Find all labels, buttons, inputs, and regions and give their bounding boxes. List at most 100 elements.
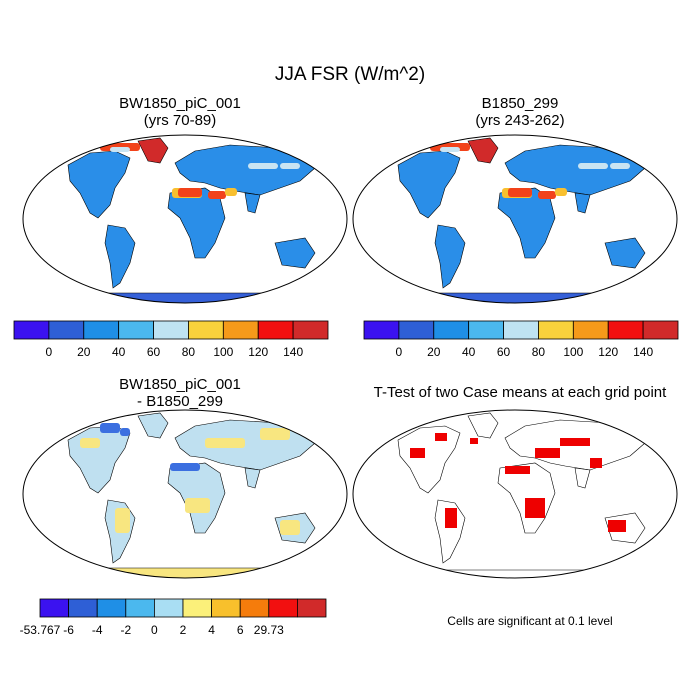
india-coast [574, 467, 591, 489]
land-layer [23, 412, 347, 578]
colorbar-segment [257, 320, 294, 340]
colorbar-label: 40 [462, 345, 476, 359]
colorbar-segment [153, 320, 189, 340]
colorbar-segment [153, 598, 184, 618]
hot-spot [555, 188, 567, 196]
colorbar-label: 100 [563, 345, 583, 359]
colorbar-label: 20 [427, 345, 441, 359]
land-layer [23, 137, 347, 303]
colorbar-segment [268, 598, 298, 618]
map-panel-difference [22, 409, 348, 579]
colorbar-label: 6 [237, 623, 244, 637]
africa-coast [497, 462, 556, 534]
eurasia-coast [504, 419, 646, 471]
sig-cell [590, 458, 602, 468]
north-america-land [397, 150, 461, 219]
globe-outline [352, 409, 678, 579]
hot-spot [538, 191, 556, 199]
hot-spot [178, 188, 202, 197]
india-land [244, 192, 261, 214]
colorbar-segment [538, 320, 574, 340]
antarctica-land [353, 292, 677, 303]
globe-outline [352, 134, 678, 304]
colorbar-segment [239, 598, 270, 618]
colorbar-segment [642, 320, 679, 340]
diff-patch [260, 428, 290, 440]
colorbar-segment [68, 598, 98, 618]
main-title: JJA FSR (W/m^2) [274, 64, 426, 85]
colorbar-label: 100 [213, 345, 233, 359]
colorbar-label: 0 [151, 623, 158, 637]
australia-land [274, 237, 316, 269]
panel4-title: T-Test of two Case means at each grid po… [373, 384, 667, 401]
colorbar-segment [607, 320, 644, 340]
globe-outline [22, 409, 348, 579]
diff-patch [100, 423, 120, 433]
panel2-title-line2: (yrs 243-262) [475, 112, 565, 129]
colorbar-segment [468, 320, 504, 340]
colorbar-segment [48, 320, 85, 340]
south-america-coast [434, 499, 466, 564]
sig-cell [535, 448, 560, 458]
colorbar-label: 0 [46, 345, 53, 359]
sig-cell [435, 433, 447, 441]
hot-spot [508, 188, 532, 197]
colorbar-label: 140 [633, 345, 653, 359]
colorbar-panel1: 0 20 40 60 80 100 120 140 [13, 320, 329, 359]
colorbar-segment [188, 320, 224, 340]
colorbar-label: 80 [532, 345, 546, 359]
sig-cell [608, 520, 626, 532]
eurasia-land [504, 144, 646, 196]
colorbar-label: -6 [63, 623, 74, 637]
diff-patches [80, 423, 300, 535]
significance-note: Cells are significant at 0.1 level [447, 614, 613, 628]
coastline-layer [353, 412, 677, 571]
colorbar-segment [503, 320, 539, 340]
colorbar-label: 60 [147, 345, 161, 359]
colorbar-segment [13, 320, 50, 340]
panel1-title-line2: (yrs 70-89) [143, 112, 217, 129]
colorbar-label: 120 [248, 345, 268, 359]
colorbar-segment [211, 598, 241, 618]
diff-patch [280, 520, 300, 535]
colorbar-label: 29.73 [254, 623, 284, 637]
colorbar-label: -4 [92, 623, 103, 637]
map-panel-ttest [352, 409, 678, 579]
hot-spot [248, 163, 278, 169]
colorbar-label: 20 [77, 345, 91, 359]
sig-cell [525, 498, 545, 518]
australia-land [604, 237, 646, 269]
diff-patch [185, 498, 210, 513]
australia-coast [604, 512, 646, 544]
north-america-land [67, 425, 131, 494]
colorbar-segment [363, 320, 400, 340]
colorbar-panel2: 0 20 40 60 80 100 120 140 [363, 320, 679, 359]
hot-spot [208, 191, 226, 199]
eurasia-land [174, 144, 316, 196]
colorbar-label: 40 [112, 345, 126, 359]
hot-spots [430, 143, 630, 199]
colorbar-label: 0 [396, 345, 403, 359]
globe-outline [22, 134, 348, 304]
greenland-land [137, 412, 169, 439]
hot-spot [610, 163, 630, 169]
colorbar-segment [433, 320, 470, 340]
hot-spot [280, 163, 300, 169]
sig-cell [560, 438, 590, 446]
colorbar-label: 4 [208, 623, 215, 637]
panel3-title-line2: - B1850_299 [137, 393, 223, 410]
hot-spot [578, 163, 608, 169]
india-land [574, 192, 591, 214]
sig-cell [445, 508, 457, 528]
india-land [244, 467, 261, 489]
diff-patch [170, 463, 200, 471]
diff-patch [115, 508, 130, 533]
colorbar-segment [83, 320, 120, 340]
south-america-land [434, 224, 466, 289]
colorbar-segment [398, 320, 435, 340]
sig-cell [505, 466, 530, 474]
colorbar-label: -53.767 [20, 623, 61, 637]
greenland-land [467, 137, 499, 164]
colorbar-segment [96, 598, 127, 618]
diff-patch [80, 438, 100, 448]
